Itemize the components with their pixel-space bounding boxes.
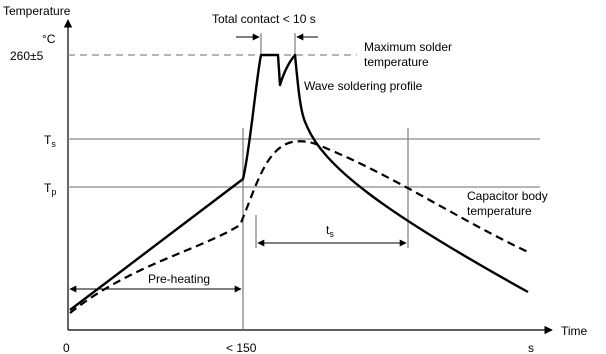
x-tick-zero: 0 (63, 341, 70, 354)
capacitor-body-temp-label-line2: temperature (467, 204, 532, 218)
max-solder-temp-label: Maximum solder (364, 40, 452, 54)
ts-level-label: Ts (44, 133, 56, 149)
ts-dimension-label: ts (326, 223, 334, 239)
total-contact-label: Total contact < 10 s (212, 12, 316, 26)
preheating-label: Pre-heating (148, 272, 210, 286)
x-axis-title: Time (561, 324, 588, 338)
x-axis-unit: s (528, 341, 534, 354)
max-temp-level-label: 260±5 (10, 49, 44, 63)
capacitor-body-temp-curve (69, 140, 531, 314)
y-axis-unit: °C (42, 32, 56, 46)
y-axis-title: Temperature (3, 4, 71, 18)
wave-soldering-profile-curve (69, 53, 529, 311)
capacitor-body-temp-label: Capacitor body (467, 189, 548, 203)
max-solder-temp-label-line2: temperature (364, 55, 429, 69)
x-tick-150: < 150 (226, 341, 257, 354)
tp-level-label: Tp (44, 181, 56, 197)
wave-soldering-profile-label: Wave soldering profile (304, 79, 423, 93)
